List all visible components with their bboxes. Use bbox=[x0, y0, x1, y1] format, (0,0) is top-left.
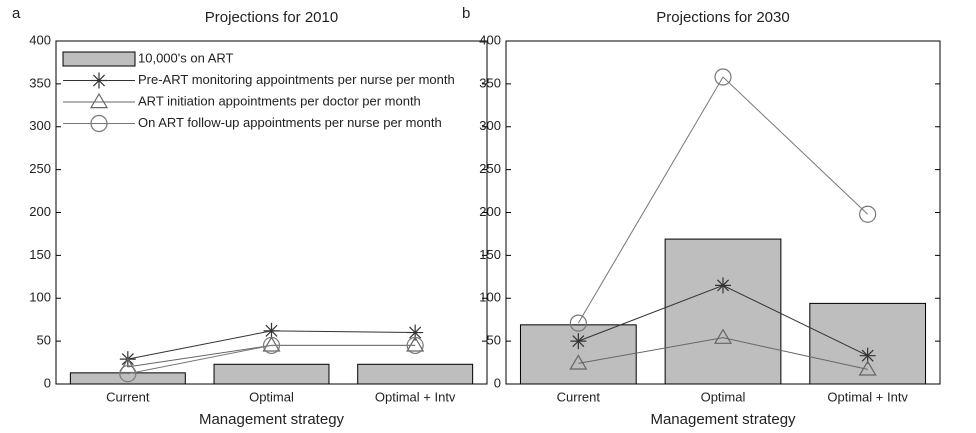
marker bbox=[262, 336, 281, 352]
x-tick-label: Optimal bbox=[249, 389, 294, 404]
y-tick-label: 150 bbox=[29, 247, 51, 262]
marker-shape bbox=[858, 360, 877, 376]
x-tick-label: Optimal + Intv bbox=[375, 389, 456, 404]
marker-shape bbox=[90, 114, 108, 133]
legend-marker bbox=[90, 114, 108, 133]
x-tick-label: Optimal bbox=[701, 389, 746, 404]
plot-frame bbox=[505, 40, 941, 385]
marker-shape bbox=[859, 205, 877, 223]
marker bbox=[714, 68, 732, 86]
x-tick-label: Optimal + Intv bbox=[827, 389, 908, 404]
marker bbox=[262, 336, 281, 355]
marker-shape bbox=[119, 365, 137, 383]
panel-label: a bbox=[12, 5, 21, 22]
marker bbox=[118, 357, 137, 374]
bar bbox=[357, 363, 474, 385]
marker-shape bbox=[262, 336, 281, 355]
line bbox=[578, 337, 868, 370]
y-tick-label: 400 bbox=[29, 32, 51, 47]
legend-label: On ART follow-up appointments per nurse … bbox=[138, 115, 442, 130]
y-tick-label: 100 bbox=[29, 290, 51, 305]
marker bbox=[858, 360, 877, 376]
y-tick-label: 50 bbox=[487, 333, 501, 348]
y-tick-label: 250 bbox=[479, 161, 501, 176]
legend-marker bbox=[91, 72, 107, 89]
marker-shape bbox=[406, 336, 424, 355]
marker-stroke bbox=[716, 279, 730, 292]
marker bbox=[570, 333, 587, 350]
marker-shape bbox=[713, 328, 733, 344]
bar bbox=[809, 302, 927, 385]
legend-swatch bbox=[62, 51, 136, 67]
y-tick-label: 350 bbox=[29, 75, 51, 90]
marker-shape bbox=[714, 68, 732, 86]
y-tick-label: 200 bbox=[29, 204, 51, 219]
x-tick-label: Current bbox=[557, 389, 601, 404]
x-tick-label: Current bbox=[106, 389, 150, 404]
legend-label: Pre-ART monitoring appointments per nurs… bbox=[138, 72, 455, 87]
marker bbox=[859, 205, 877, 223]
bar bbox=[664, 238, 782, 385]
legend-label: ART initiation appointments per doctor p… bbox=[138, 93, 421, 108]
y-tick-label: 350 bbox=[479, 75, 501, 90]
marker bbox=[713, 328, 733, 344]
marker bbox=[119, 365, 137, 383]
marker-shape bbox=[262, 336, 281, 352]
marker bbox=[406, 336, 425, 352]
marker-shape bbox=[569, 354, 588, 370]
bar bbox=[213, 363, 330, 385]
marker-shape bbox=[406, 336, 425, 352]
chart-title: Projections for 2010 bbox=[205, 9, 338, 26]
marker-shape bbox=[89, 92, 109, 109]
y-tick-label: 150 bbox=[479, 247, 501, 262]
marker bbox=[569, 354, 588, 370]
marker-stroke bbox=[861, 349, 874, 362]
marker bbox=[263, 322, 280, 339]
line bbox=[127, 344, 416, 375]
plot-frame bbox=[55, 40, 488, 385]
marker-stroke bbox=[572, 335, 585, 348]
y-tick-label: 250 bbox=[29, 161, 51, 176]
legend-marker bbox=[89, 92, 109, 109]
line bbox=[127, 344, 416, 368]
line bbox=[577, 76, 869, 324]
bar bbox=[69, 372, 186, 385]
marker-stroke bbox=[409, 326, 422, 339]
marker bbox=[406, 336, 424, 355]
x-axis-label: Management strategy bbox=[199, 411, 345, 428]
y-tick-label: 300 bbox=[479, 118, 501, 133]
legend-label: 10,000's on ART bbox=[138, 50, 234, 65]
y-tick-label: 0 bbox=[44, 375, 51, 390]
marker-stroke bbox=[92, 74, 106, 87]
y-tick-label: 300 bbox=[29, 118, 51, 133]
marker bbox=[569, 314, 587, 332]
y-tick-label: 200 bbox=[479, 204, 501, 219]
x-axis-label: Management strategy bbox=[650, 411, 796, 428]
marker-shape bbox=[569, 314, 587, 332]
marker bbox=[715, 277, 731, 294]
marker-stroke bbox=[265, 324, 278, 337]
y-tick-label: 50 bbox=[37, 333, 51, 348]
y-tick-label: 400 bbox=[479, 32, 501, 47]
chart-title: Projections for 2030 bbox=[656, 9, 789, 26]
y-tick-label: 100 bbox=[479, 290, 501, 305]
y-tick-label: 0 bbox=[494, 375, 501, 390]
panel-label: b bbox=[462, 5, 470, 22]
marker-shape bbox=[118, 357, 137, 374]
